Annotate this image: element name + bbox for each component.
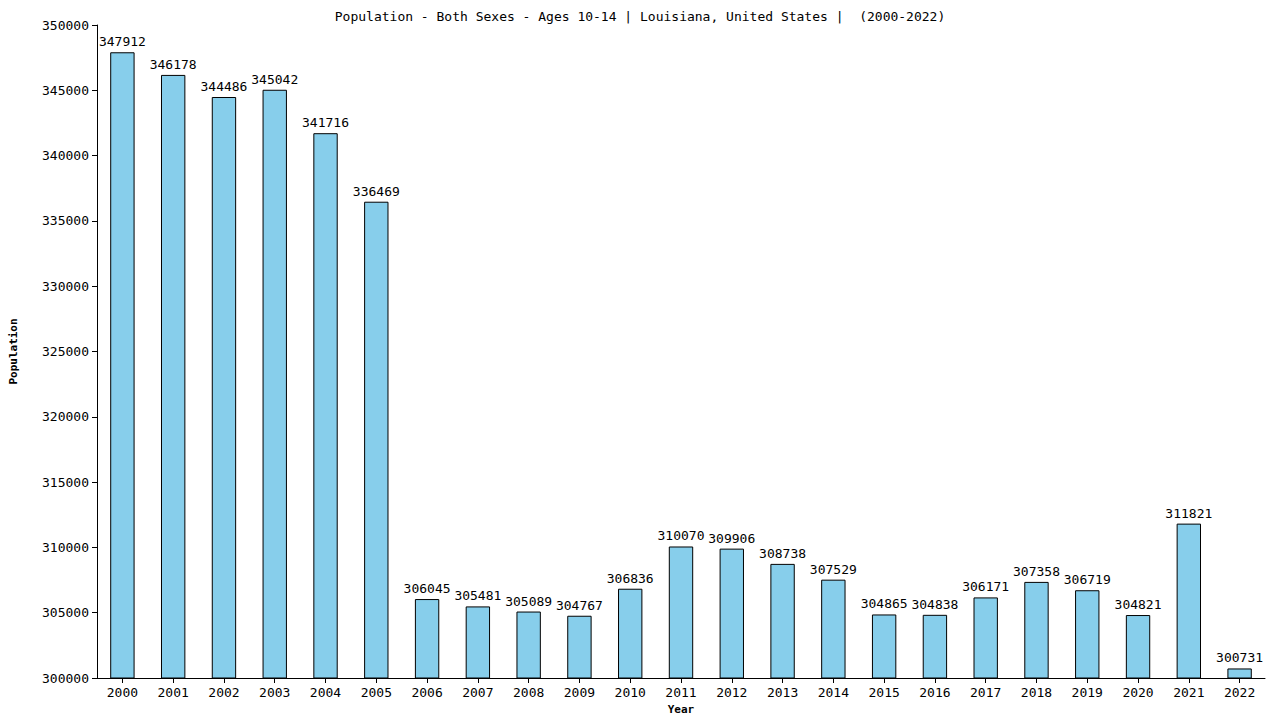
svg-text:309906: 309906 xyxy=(708,531,755,546)
svg-text:300731: 300731 xyxy=(1216,650,1263,665)
svg-text:304821: 304821 xyxy=(1115,597,1162,612)
svg-text:304865: 304865 xyxy=(861,596,908,611)
svg-text:305089: 305089 xyxy=(505,594,552,609)
svg-text:300000: 300000 xyxy=(42,671,89,686)
svg-text:2017: 2017 xyxy=(970,685,1001,700)
svg-text:347912: 347912 xyxy=(99,34,146,49)
svg-text:306836: 306836 xyxy=(607,571,654,586)
svg-text:2012: 2012 xyxy=(716,685,747,700)
svg-text:345000: 345000 xyxy=(42,83,89,98)
svg-text:330000: 330000 xyxy=(42,279,89,294)
svg-text:345042: 345042 xyxy=(251,72,298,87)
svg-text:2002: 2002 xyxy=(208,685,239,700)
svg-text:315000: 315000 xyxy=(42,475,89,490)
svg-text:2007: 2007 xyxy=(462,685,493,700)
svg-text:2003: 2003 xyxy=(259,685,290,700)
svg-text:305000: 305000 xyxy=(42,605,89,620)
svg-text:310000: 310000 xyxy=(42,540,89,555)
svg-text:350000: 350000 xyxy=(42,18,89,33)
svg-text:335000: 335000 xyxy=(42,213,89,228)
svg-text:2011: 2011 xyxy=(665,685,696,700)
svg-text:2005: 2005 xyxy=(361,685,392,700)
svg-text:2013: 2013 xyxy=(767,685,798,700)
svg-text:Population: Population xyxy=(7,318,20,384)
svg-text:2010: 2010 xyxy=(615,685,646,700)
svg-text:2021: 2021 xyxy=(1173,685,1204,700)
svg-text:305481: 305481 xyxy=(454,588,501,603)
svg-text:2001: 2001 xyxy=(158,685,189,700)
svg-text:310070: 310070 xyxy=(658,528,705,543)
svg-text:Population - Both Sexes - Ages: Population - Both Sexes - Ages 10-14 | L… xyxy=(335,9,945,24)
svg-text:2006: 2006 xyxy=(411,685,442,700)
svg-text:307529: 307529 xyxy=(810,562,857,577)
svg-text:307358: 307358 xyxy=(1013,564,1060,579)
svg-text:311821: 311821 xyxy=(1165,506,1212,521)
svg-text:2018: 2018 xyxy=(1021,685,1052,700)
svg-text:325000: 325000 xyxy=(42,344,89,359)
svg-text:336469: 336469 xyxy=(353,184,400,199)
svg-text:2020: 2020 xyxy=(1122,685,1153,700)
svg-text:2016: 2016 xyxy=(919,685,950,700)
svg-text:344486: 344486 xyxy=(200,79,247,94)
svg-text:304838: 304838 xyxy=(911,597,958,612)
svg-text:2014: 2014 xyxy=(818,685,849,700)
svg-text:341716: 341716 xyxy=(302,115,349,130)
svg-text:2008: 2008 xyxy=(513,685,544,700)
svg-text:2009: 2009 xyxy=(564,685,595,700)
svg-text:2019: 2019 xyxy=(1072,685,1103,700)
svg-text:306171: 306171 xyxy=(962,579,1009,594)
svg-text:Year: Year xyxy=(668,703,695,716)
svg-text:346178: 346178 xyxy=(150,57,197,72)
svg-text:340000: 340000 xyxy=(42,148,89,163)
svg-text:306719: 306719 xyxy=(1064,572,1111,587)
svg-text:2015: 2015 xyxy=(868,685,899,700)
svg-text:2004: 2004 xyxy=(310,685,341,700)
svg-text:306045: 306045 xyxy=(404,581,451,596)
svg-text:320000: 320000 xyxy=(42,409,89,424)
svg-text:2000: 2000 xyxy=(107,685,138,700)
svg-text:2022: 2022 xyxy=(1224,685,1255,700)
svg-text:304767: 304767 xyxy=(556,598,603,613)
svg-text:308738: 308738 xyxy=(759,546,806,561)
